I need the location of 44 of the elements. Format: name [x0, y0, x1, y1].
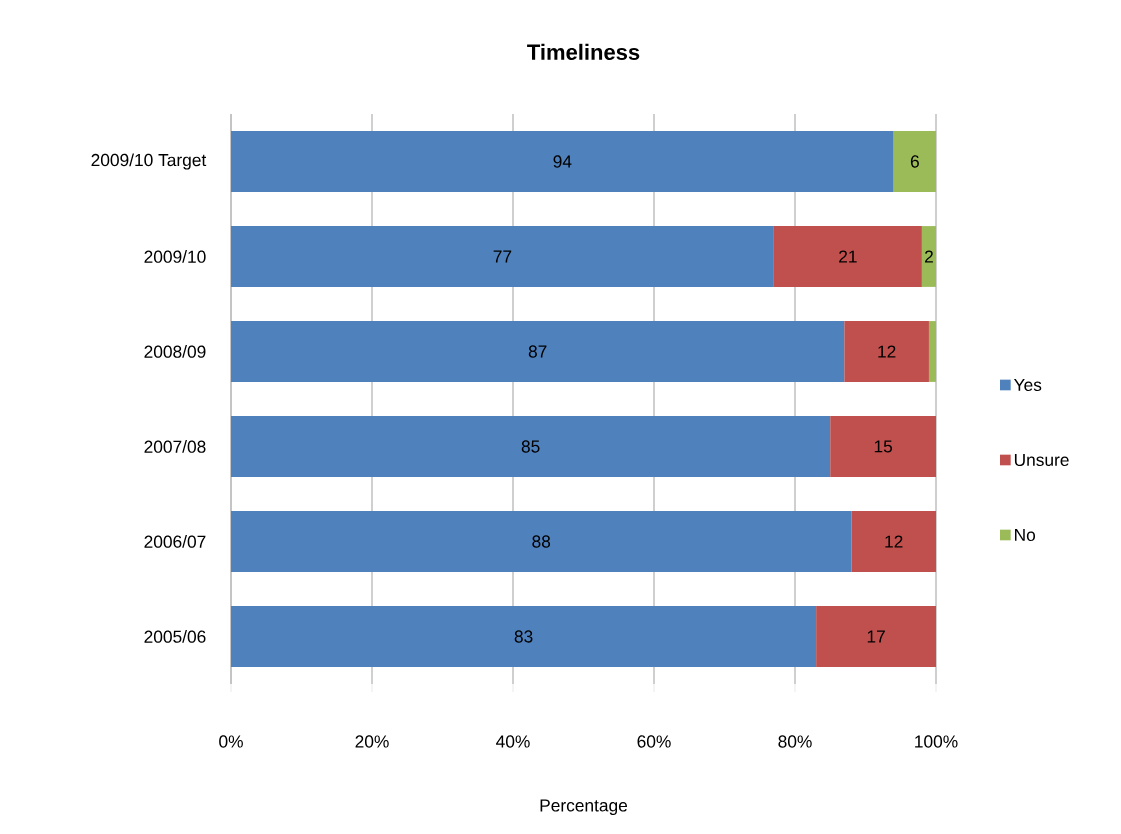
x-tick-label: 60% [637, 735, 671, 748]
x-tick-label: 40% [496, 735, 530, 748]
bar [231, 511, 852, 572]
bar [231, 416, 831, 477]
y-tick-label: 2006/07 [144, 535, 206, 548]
x-tick-label: 0% [219, 735, 243, 748]
x-axis-title: Percentage [540, 799, 628, 815]
legend-label: Yes [1013, 378, 1042, 392]
y-tick-label: 2007/08 [144, 440, 206, 453]
bar [893, 131, 936, 192]
legend-label: Unsure [1014, 453, 1069, 467]
data-label: 17 [867, 630, 885, 643]
data-label: 15 [874, 440, 893, 453]
legend-label: No [1015, 528, 1036, 542]
y-tick-label: 2005/06 [144, 630, 206, 643]
bar [231, 131, 894, 192]
chart-title: Timeliness [527, 43, 640, 60]
bar [231, 321, 845, 382]
x-tick-label: 100% [915, 735, 958, 748]
y-tick-label: 2009/10 [144, 250, 206, 263]
bar [816, 606, 936, 667]
bar [851, 511, 936, 572]
data-label: 87 [528, 345, 547, 358]
data-label: 12 [885, 535, 903, 548]
bar [231, 606, 817, 667]
x-tick-label: 20% [355, 735, 389, 748]
data-label: 2 [925, 250, 933, 263]
bar [231, 226, 774, 287]
bar [928, 321, 936, 382]
data-label: 94 [553, 155, 572, 168]
bar [773, 226, 922, 287]
y-tick-label: 2009/10 Target [91, 153, 207, 170]
bar [830, 416, 936, 477]
y-tick-label: 2008/09 [144, 345, 206, 358]
data-label: 6 [910, 155, 919, 168]
x-tick-label: 80% [778, 735, 812, 748]
data-label: 77 [493, 250, 512, 263]
data-label: 12 [878, 345, 896, 358]
bar [844, 321, 929, 382]
data-label: 88 [532, 535, 551, 548]
bar [921, 226, 936, 287]
data-label: 85 [521, 440, 540, 453]
data-label: 83 [514, 630, 533, 643]
data-label: 21 [839, 250, 857, 263]
